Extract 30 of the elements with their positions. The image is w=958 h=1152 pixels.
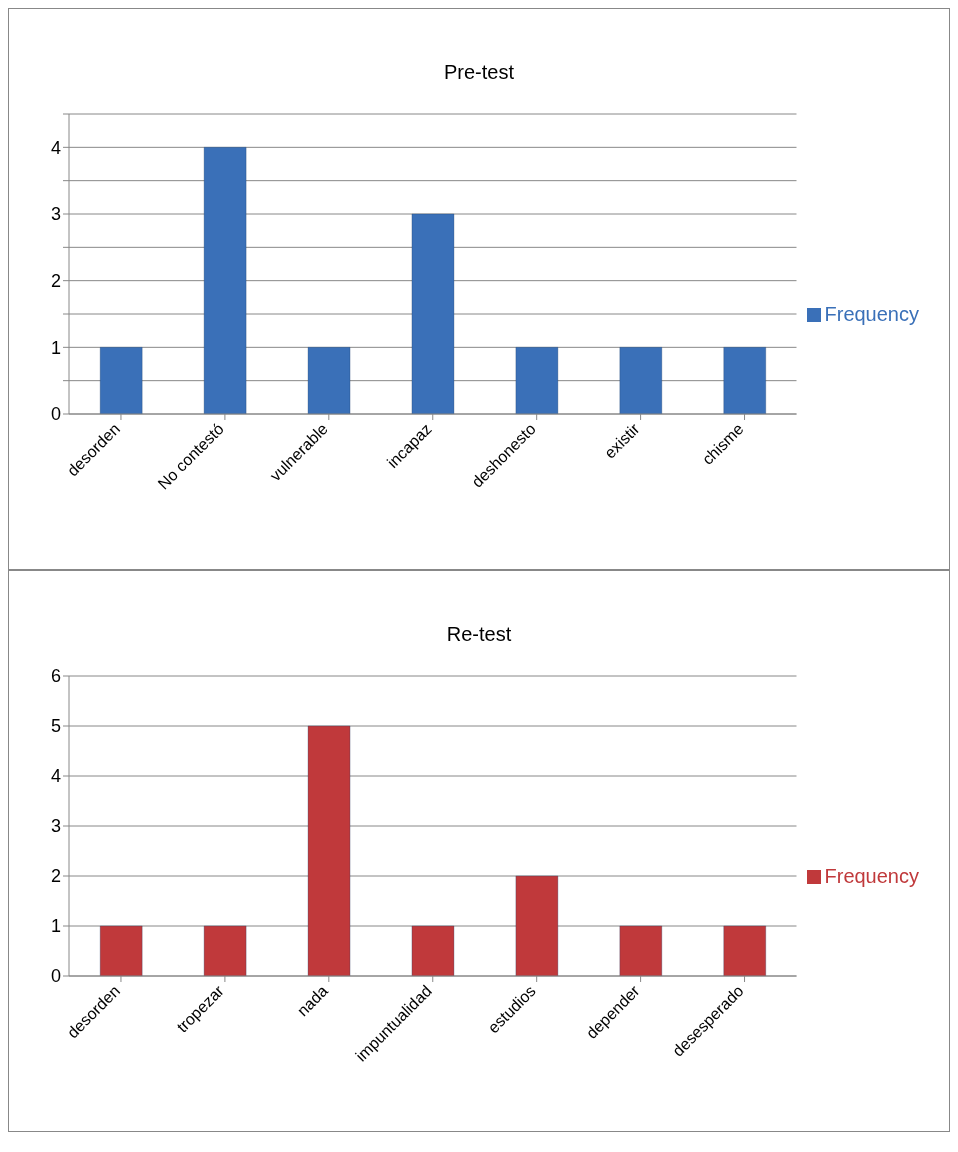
y-tick-label: 2 [50, 866, 61, 887]
y-tick-label: 1 [50, 337, 61, 358]
y-tick-label: 6 [50, 666, 61, 687]
bar [203, 925, 247, 976]
bar [307, 725, 351, 976]
chart-title: Re-test [445, 623, 513, 646]
bar [411, 213, 455, 414]
y-tick-label: 4 [50, 766, 61, 787]
y-tick-label: 3 [50, 816, 61, 837]
chart-title: Pre-test [443, 61, 515, 84]
bar [411, 925, 455, 976]
y-tick-label: 2 [50, 271, 61, 292]
y-tick-label: 0 [50, 966, 61, 987]
bar [203, 146, 247, 414]
y-tick-label: 5 [50, 716, 61, 737]
legend-label: Frequency [824, 864, 919, 887]
y-tick-label: 4 [50, 137, 61, 158]
bar [723, 925, 767, 976]
bar [99, 346, 143, 414]
bar [99, 925, 143, 976]
y-tick-label: 1 [50, 916, 61, 937]
bar [723, 346, 767, 414]
bar [619, 925, 663, 976]
bar [307, 346, 351, 414]
y-tick-label: 3 [50, 204, 61, 225]
y-tick-label: 0 [50, 404, 61, 425]
legend-label: Frequency [824, 302, 919, 325]
bar [619, 346, 663, 414]
bar [515, 875, 559, 976]
bar [515, 346, 559, 414]
